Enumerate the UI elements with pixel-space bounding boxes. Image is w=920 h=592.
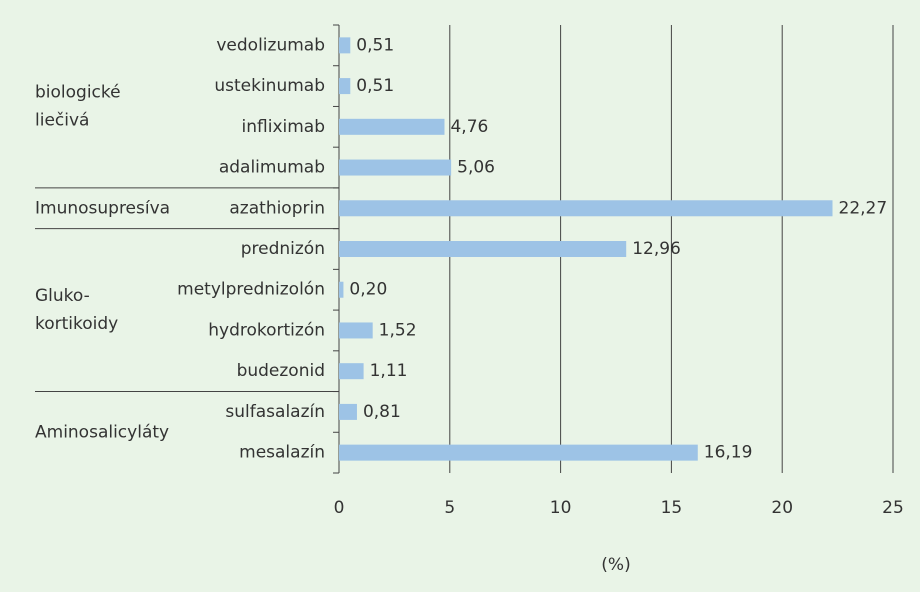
y-tick-label: mesalazín [239,443,325,463]
bar [339,363,364,380]
value-label: 0,51 [356,76,394,96]
y-tick-label: adalimumab [219,158,325,178]
x-tick-label: 0 [334,498,345,518]
bar [339,281,344,298]
y-tick-label: ustekinumab [214,76,325,96]
bar [339,159,452,176]
x-tick-label: 10 [550,498,572,518]
value-label: 5,06 [457,158,495,178]
group-label: biologické [35,82,121,102]
x-tick-label: 5 [444,498,455,518]
value-label: 12,96 [632,239,681,259]
bar [339,403,357,420]
bar [339,118,445,135]
bar [339,444,698,461]
x-tick-label: 15 [661,498,683,518]
x-tick-label: 20 [771,498,793,518]
bar [339,241,627,257]
bar [339,200,833,217]
y-tick-label: sulfasalazín [225,402,325,422]
y-tick-label: metylprednizolón [177,280,325,300]
y-tick-label: budezonid [237,361,325,381]
value-label: 22,27 [839,198,888,218]
group-label: Imunosupresíva [35,198,170,218]
group-label: liečivá [35,110,89,130]
bar [339,78,351,95]
y-tick-label: vedolizumab [216,35,325,55]
group-label: kortikoidy [35,314,118,334]
value-label: 0,51 [356,35,394,55]
y-tick-label: infliximab [242,117,325,137]
bar [339,322,373,339]
value-label: 1,52 [379,320,417,340]
bar [339,37,351,54]
value-label: 16,19 [704,443,753,463]
y-tick-label: azathioprin [229,198,325,218]
y-tick-label: prednizón [241,239,325,259]
group-label: Gluko- [35,286,90,306]
value-label: 4,76 [450,117,488,137]
value-label: 0,81 [363,402,401,422]
x-axis-label: (%) [601,555,630,575]
y-tick-label: hydrokortizón [208,320,325,340]
group-label: Aminosalicyláty [35,422,169,442]
value-label: 0,20 [349,280,387,300]
x-tick-label: 25 [882,498,904,518]
value-label: 1,11 [370,361,408,381]
